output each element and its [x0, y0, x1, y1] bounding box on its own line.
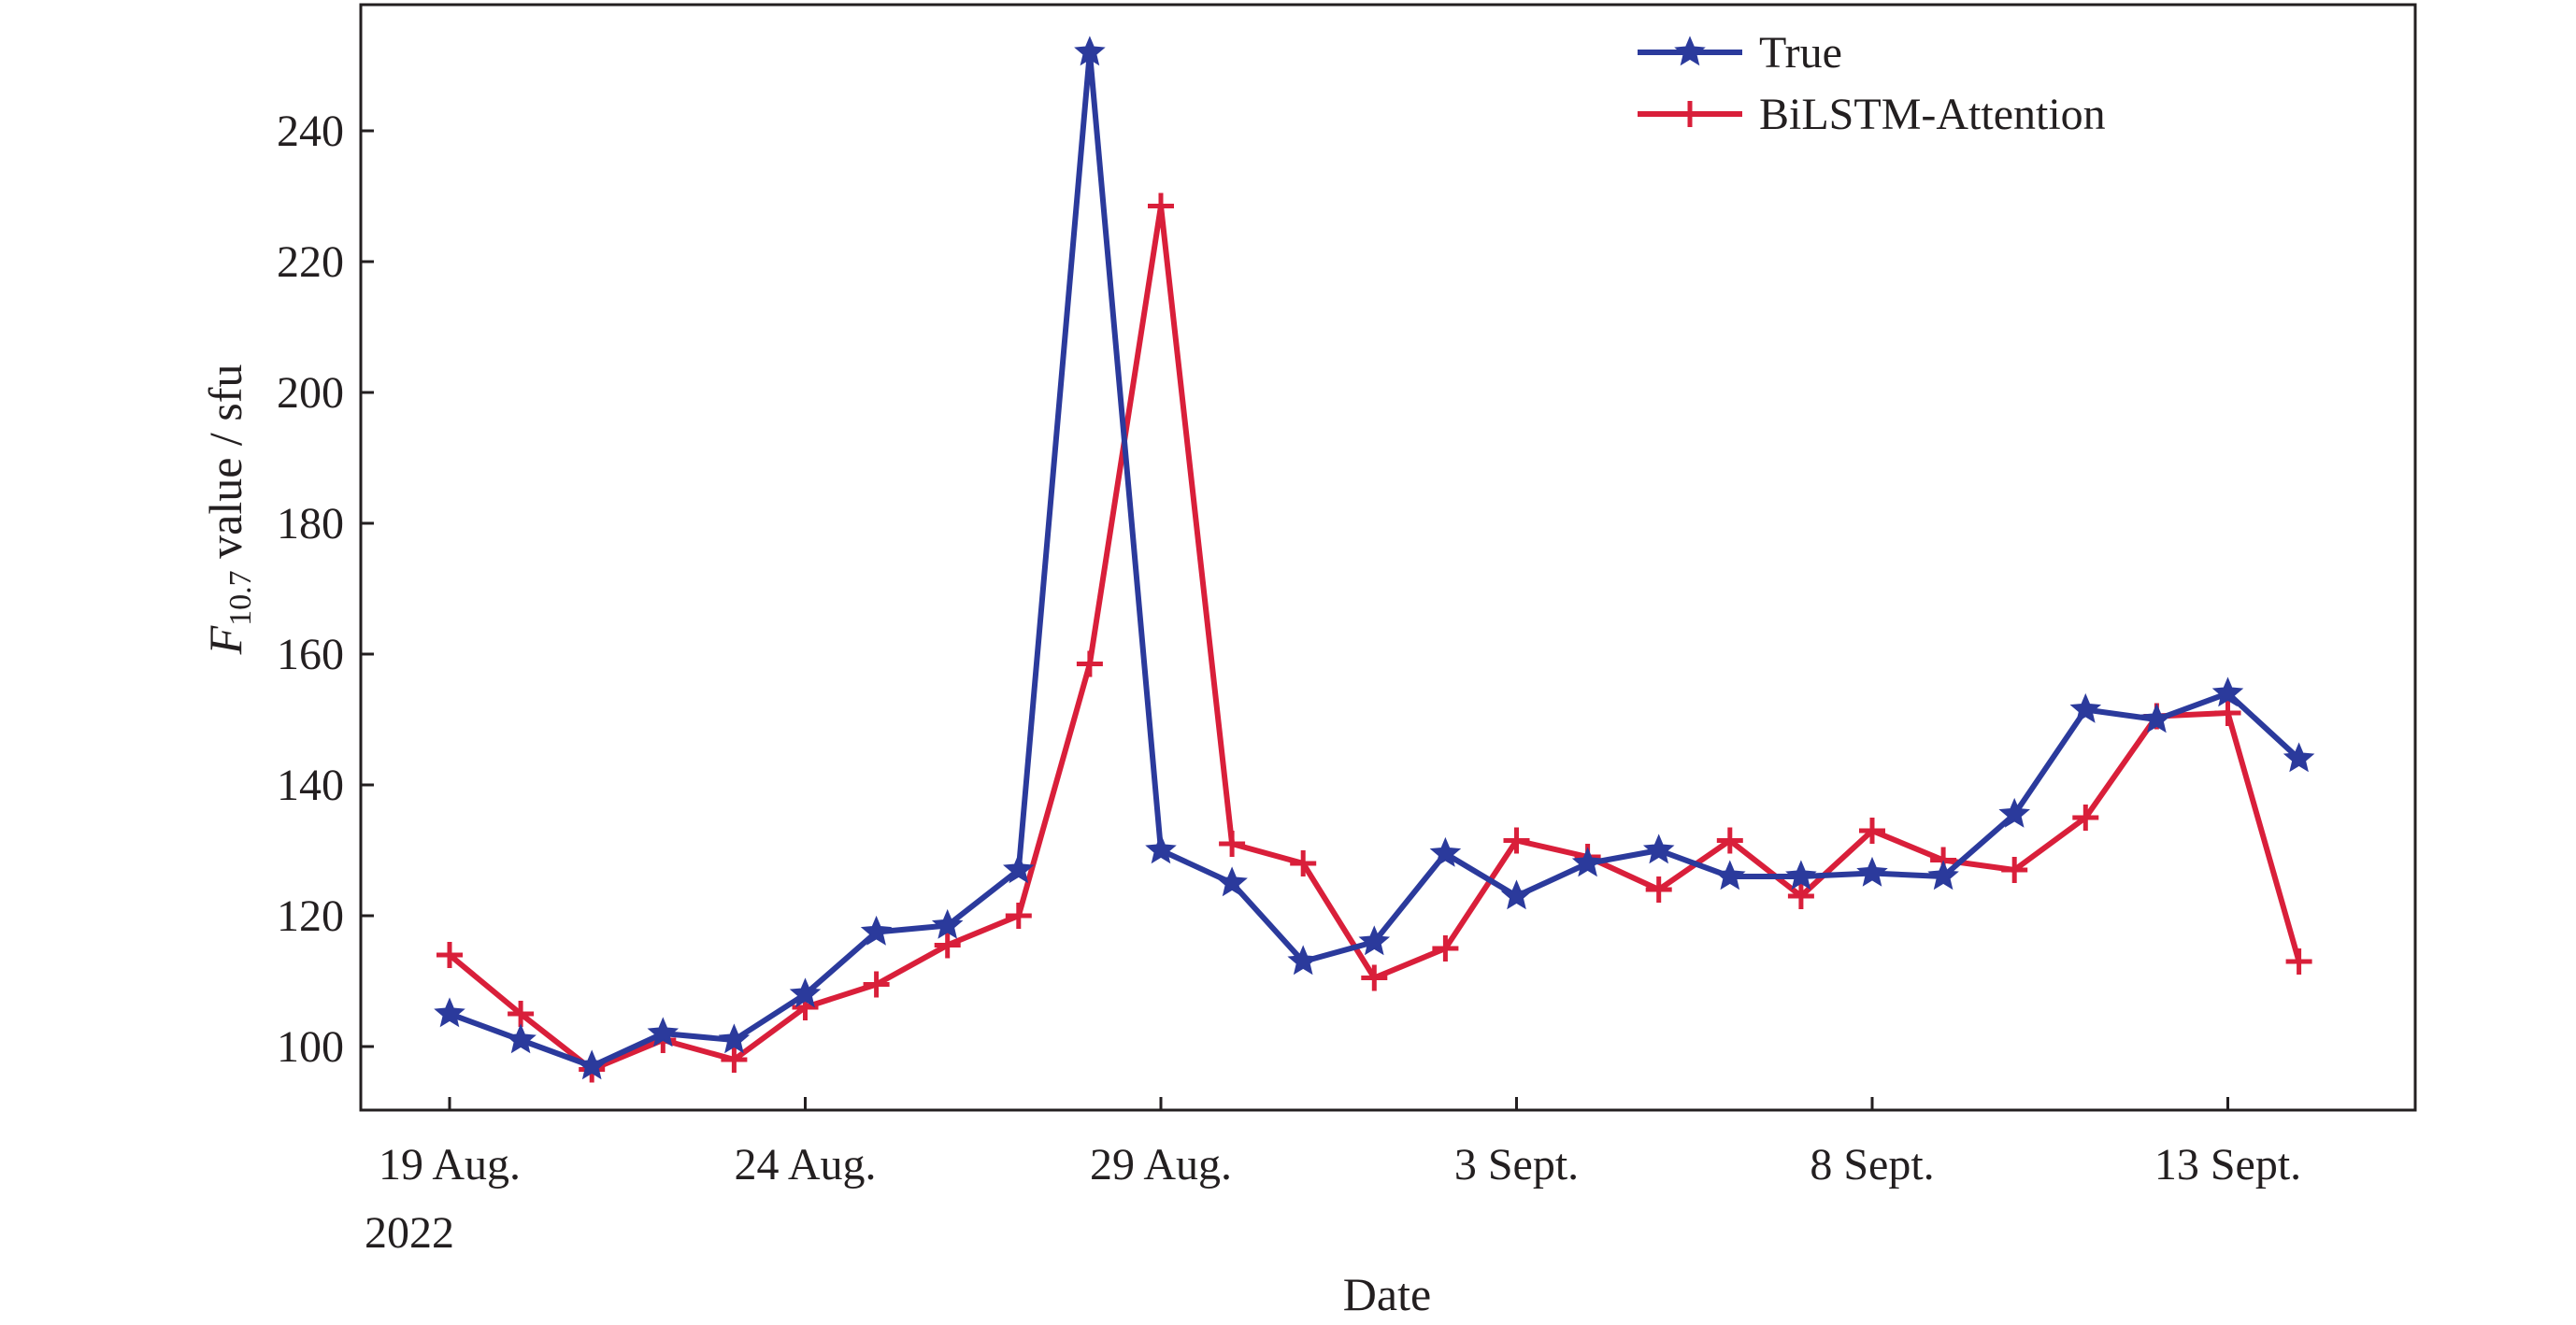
data-point-bilstm-attention [1432, 935, 1459, 962]
data-point-true [2140, 703, 2173, 734]
data-point-bilstm-attention [1148, 192, 1174, 220]
data-point-true [1358, 925, 1391, 956]
x-tick-label: 8 Sept. [1810, 1140, 1934, 1190]
legend-marker-true [1674, 36, 1706, 66]
data-point-true [860, 915, 893, 946]
data-point-bilstm-attention [2072, 805, 2099, 831]
y-tick-label: 100 [277, 1022, 344, 1072]
data-point-true [1714, 860, 1746, 890]
data-point-true [789, 977, 822, 1008]
y-tick-label: 180 [277, 499, 344, 549]
data-point-bilstm-attention [2214, 700, 2241, 726]
x-tick-sublabel: 2022 [365, 1208, 454, 1258]
data-point-true [1571, 847, 1604, 877]
y-axis-title-rest: value / sfu [199, 364, 251, 571]
series-line-true [448, 50, 2301, 1069]
data-point-true [1642, 833, 1675, 864]
data-point-true [434, 997, 465, 1028]
series-bilstm-attention [436, 192, 2312, 1083]
x-tick-label: 13 Sept. [2154, 1140, 2301, 1190]
data-point-bilstm-attention [508, 1001, 535, 1027]
data-point-bilstm-attention [1716, 827, 1743, 854]
series-layer [434, 36, 2315, 1083]
legend: True BiLSTM-Attention [1638, 28, 2106, 139]
legend-item-true: True [1638, 28, 1842, 78]
data-point-bilstm-attention [1503, 827, 1530, 854]
data-point-true [718, 1023, 751, 1054]
y-axis-title-subscript: 10.7 [223, 570, 258, 626]
data-point-true [1856, 856, 1888, 887]
y-axis-title-symbol: F [199, 625, 251, 655]
y-tick-label: 140 [277, 761, 344, 810]
data-point-true [2283, 742, 2315, 773]
x-axis: 19 Aug. 2022 24 Aug. 29 Aug. 3 Sept. 8 Sept. 1… [365, 1097, 2301, 1258]
y-tick-label: 200 [277, 368, 344, 418]
data-point-bilstm-attention [1645, 876, 1672, 903]
data-point-bilstm-attention [2285, 948, 2312, 975]
data-point-true [931, 908, 964, 939]
data-point-true [1998, 797, 2030, 828]
plot-frame [359, 3, 2417, 1112]
data-point-bilstm-attention [1005, 903, 1032, 929]
y-axis: 100 120 140 160 180 200 220 240 [277, 107, 374, 1072]
data-point-true [1785, 860, 1817, 890]
data-point-bilstm-attention [863, 971, 890, 998]
data-point-true [647, 1017, 680, 1047]
legend-marker-bilstm-attention [1677, 101, 1703, 127]
data-point-true [1287, 945, 1319, 976]
x-tick-label: 3 Sept. [1454, 1140, 1579, 1190]
data-point-bilstm-attention [436, 942, 463, 968]
data-point-true [1500, 879, 1533, 910]
data-point-bilstm-attention [1219, 831, 1246, 857]
series-true [434, 36, 2315, 1080]
legend-item-bilstm-attention: BiLSTM-Attention [1638, 90, 2106, 139]
y-tick-label: 240 [277, 107, 344, 156]
data-point-bilstm-attention [1361, 964, 1388, 991]
data-point-bilstm-attention [1076, 650, 1103, 677]
data-point-bilstm-attention [934, 932, 961, 959]
x-tick-label: 24 Aug. [734, 1140, 876, 1190]
data-point-true [1216, 866, 1248, 897]
x-tick-label: 19 Aug. [379, 1140, 521, 1190]
data-point-bilstm-attention [1787, 883, 1814, 909]
x-tick-label: 29 Aug. [1090, 1140, 1232, 1190]
legend-label-bilstm-attention: BiLSTM-Attention [1759, 90, 2106, 139]
data-point-true [1074, 36, 1106, 66]
data-point-bilstm-attention [2001, 857, 2028, 883]
data-point-true [2211, 677, 2244, 707]
legend-label-true: True [1759, 28, 1842, 78]
data-point-true [1003, 853, 1035, 884]
y-tick-label: 120 [277, 891, 344, 941]
y-tick-label: 160 [277, 630, 344, 679]
data-point-true [1429, 836, 1462, 867]
data-point-true [576, 1049, 608, 1080]
x-axis-title: Date [1343, 1268, 1431, 1320]
data-point-true [505, 1023, 537, 1054]
data-point-bilstm-attention [1290, 850, 1317, 876]
data-point-bilstm-attention [1859, 818, 1885, 844]
data-point-true [2069, 692, 2102, 723]
data-point-true [1927, 860, 1959, 890]
y-tick-label: 220 [277, 237, 344, 287]
data-point-true [1145, 833, 1177, 864]
data-point-bilstm-attention [721, 1047, 748, 1073]
y-axis-title: F10.7 value / sfu [199, 364, 258, 656]
